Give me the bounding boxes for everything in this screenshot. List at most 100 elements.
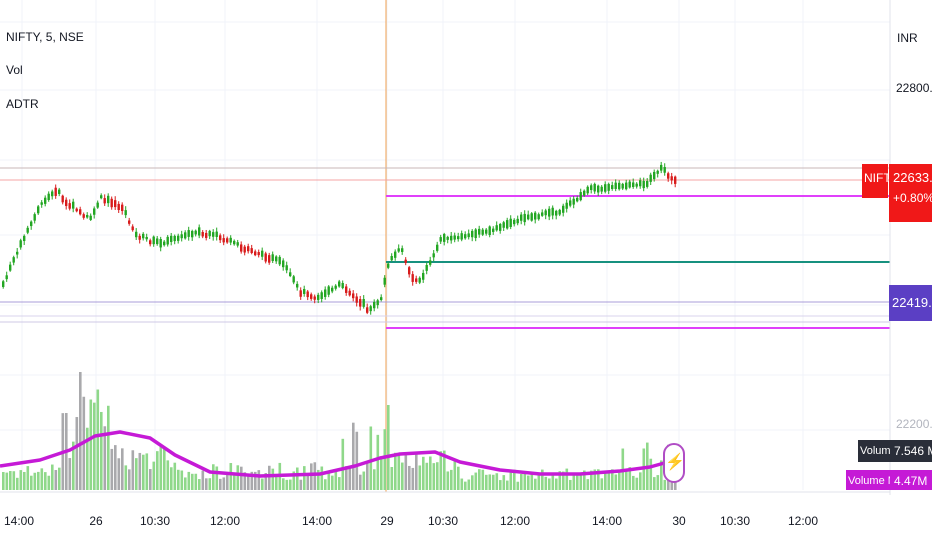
candle-body-141 <box>495 225 498 231</box>
level-lines <box>0 0 890 492</box>
candle-body-72 <box>254 251 257 256</box>
volume-bar-160 <box>562 471 565 490</box>
candle-body-51 <box>180 234 183 239</box>
candle-body-17 <box>61 195 64 203</box>
candle-body-45 <box>159 239 162 248</box>
candle-body-133 <box>467 233 470 238</box>
volume-bar-139 <box>488 474 492 490</box>
volume-bar-187 <box>656 475 660 490</box>
volume-bar-132 <box>464 481 467 490</box>
candle-body-157 <box>551 207 554 216</box>
volume-bar-154 <box>541 469 544 490</box>
volume-bar-44 <box>156 451 159 490</box>
candle-body-83 <box>292 276 295 283</box>
candle-body-140 <box>492 228 495 232</box>
volume-bar-12 <box>44 472 47 490</box>
volume-bar-11 <box>40 468 44 490</box>
level-tag: 22419.95 <box>889 285 932 321</box>
last-price-tag: 22633.15 +0.80% <box>889 164 932 222</box>
volume-bar-26 <box>93 402 96 490</box>
candle-body-132 <box>464 234 467 239</box>
volume-bar-110 <box>387 405 390 490</box>
candle-body-103 <box>362 299 365 307</box>
currency-label[interactable]: INR <box>897 31 918 45</box>
time-tick-label: 10:30 <box>428 514 458 528</box>
volume-bar-152 <box>534 478 537 490</box>
volume-bar-171 <box>600 478 604 490</box>
candle-body-116 <box>408 267 411 275</box>
volume-bar-36 <box>128 469 131 490</box>
candle-body-142 <box>499 223 502 231</box>
volume-bar-163 <box>572 475 576 490</box>
candle-body-111 <box>390 255 393 261</box>
candle-body-55 <box>194 230 197 235</box>
candle-body-29 <box>103 198 106 204</box>
candle-body-164 <box>576 197 579 202</box>
candle-body-166 <box>583 190 586 196</box>
volume-bar-5 <box>19 470 23 490</box>
candle-body-106 <box>373 301 376 309</box>
volume-bar-153 <box>537 474 541 490</box>
candle-body-2 <box>9 264 12 271</box>
volume-bar-105 <box>369 426 373 490</box>
volume-ma-line <box>0 430 669 478</box>
symbol-legend[interactable]: NIFTY, 5, NSE <box>6 30 84 44</box>
candle-body-85 <box>299 290 302 297</box>
candle-body-156 <box>548 208 551 217</box>
candle-body-50 <box>177 235 180 241</box>
volume-bar-173 <box>607 471 611 490</box>
candle-body-172 <box>604 184 607 192</box>
time-tick-label: 14:00 <box>4 514 34 528</box>
indicator-vol-legend[interactable]: Vol <box>6 63 23 77</box>
candle-body-5 <box>19 240 22 248</box>
candle-body-7 <box>26 227 29 233</box>
price-tick-22800: 22800.00 <box>896 81 932 95</box>
candle-body-163 <box>572 198 575 205</box>
candle-body-138 <box>485 229 488 234</box>
candle-body-182 <box>639 180 642 187</box>
candle-body-102 <box>359 299 362 307</box>
candle-body-135 <box>474 229 477 239</box>
candle-body-113 <box>397 248 400 252</box>
volume-bar-25 <box>89 399 93 490</box>
candle-body-52 <box>184 232 187 239</box>
volume-bar-8 <box>30 475 33 490</box>
candle-body-0 <box>2 281 5 287</box>
indicator-adtr-legend[interactable]: ADTR <box>6 97 39 111</box>
volume-bar-145 <box>509 470 513 490</box>
candle-body-169 <box>593 183 596 192</box>
grid-lines <box>0 0 890 490</box>
volume-bar-185 <box>649 458 653 490</box>
candle-body-10 <box>37 206 40 214</box>
candle-body-13 <box>47 193 50 201</box>
volume-bar-14 <box>51 464 54 490</box>
candle-body-15 <box>54 187 57 196</box>
volume-bar-100 <box>352 422 355 490</box>
volume-bar-104 <box>366 462 369 490</box>
candle-body-180 <box>632 182 635 187</box>
volume-ma-label-tag: Volume MA <box>846 470 890 490</box>
candle-body-79 <box>278 256 281 265</box>
volume-bar-22 <box>79 372 82 490</box>
candle-body-33 <box>117 203 120 211</box>
volume-bar-88 <box>310 463 313 490</box>
volume-bar-135 <box>474 472 478 490</box>
volume-bar-37 <box>131 450 135 490</box>
volume-bar-9 <box>33 472 37 490</box>
time-tick-label: 30 <box>672 514 686 528</box>
candle-body-124 <box>436 244 439 251</box>
volume-bar-136 <box>478 469 481 490</box>
candle-body-37 <box>131 226 134 231</box>
volume-bar-172 <box>604 471 607 490</box>
candle-body-134 <box>471 230 474 238</box>
volume-bar-106 <box>373 469 376 490</box>
candle-body-67 <box>236 242 239 246</box>
lightning-icon[interactable]: ⚡ <box>663 443 685 483</box>
candle-body-97 <box>341 282 344 289</box>
candle-body-24 <box>86 214 89 218</box>
candle-body-1 <box>5 275 8 280</box>
volume-bar-150 <box>527 475 530 490</box>
candle-body-61 <box>215 231 218 237</box>
